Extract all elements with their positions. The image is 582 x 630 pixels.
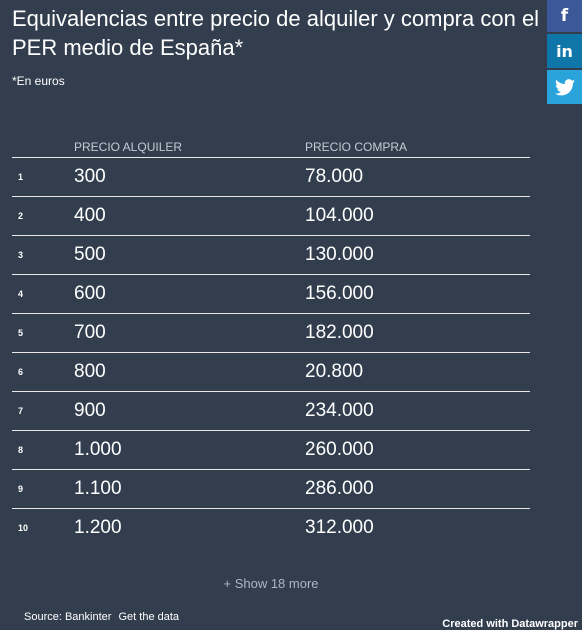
chart-title: Equivalencias entre precio de alquiler y… [12,6,540,60]
table-row: 9 1.100 286.000 [12,470,530,509]
table-row: 10 1.200 312.000 [12,509,530,547]
precio-compra-cell: 20.800 [305,361,364,382]
twitter-bird-icon [554,78,575,95]
table-row: 1 300 78.000 [12,158,530,197]
table-row: 7 900 234.000 [12,392,530,431]
precio-compra-cell: 260.000 [305,439,374,460]
precio-alquiler-cell: 1.100 [74,478,122,499]
precio-compra-cell: 104.000 [305,205,374,226]
precio-compra-cell: 286.000 [305,478,374,499]
precio-compra-cell: 156.000 [305,283,374,304]
table-row: 2 400 104.000 [12,197,530,236]
precio-alquiler-cell: 1.200 [74,517,122,538]
chart-subtitle: *En euros [12,74,65,88]
source-label: Source: Bankinter [24,611,112,623]
precio-compra-cell: 78.000 [305,166,364,187]
get-the-data-link[interactable]: Get the data [118,611,180,623]
row-index: 9 [18,484,24,494]
row-index: 4 [18,289,24,299]
precio-alquiler-cell: 900 [74,400,106,421]
row-index: 1 [18,172,24,182]
precio-compra-cell: 234.000 [305,400,374,421]
precio-alquiler-cell: 400 [74,205,106,226]
precio-compra-cell: 182.000 [305,322,374,343]
row-index: 6 [18,367,24,377]
facebook-share-button[interactable]: f [547,0,582,32]
show-more-button[interactable]: + Show 18 more [223,576,319,591]
linkedin-icon: in [556,41,573,61]
table-row: 5 700 182.000 [12,314,530,353]
column-header-precio-compra: PRECIO COMPRA [305,140,408,154]
precio-alquiler-cell: 800 [74,361,106,382]
precio-compra-cell: 312.000 [305,517,374,538]
table-row: 6 800 20.800 [12,353,530,392]
precio-alquiler-cell: 700 [74,322,106,343]
row-index: 8 [18,445,24,455]
table-row: 8 1.000 260.000 [12,431,530,470]
row-index: 7 [18,406,24,416]
row-index: 5 [18,328,24,338]
facebook-icon: f [560,6,569,26]
datawrapper-credit-link[interactable]: Created with Datawrapper [442,618,578,630]
table-header: PRECIO ALQUILER PRECIO COMPRA [12,137,530,158]
social-share-bar: f in [547,0,582,106]
precio-alquiler-cell: 1.000 [74,439,122,460]
twitter-share-button[interactable] [547,70,582,104]
precio-alquiler-cell: 600 [74,283,106,304]
precio-alquiler-cell: 300 [74,166,106,187]
table-row: 4 600 156.000 [12,275,530,314]
row-index: 2 [18,211,24,221]
data-table: PRECIO ALQUILER PRECIO COMPRA 1 300 78.0… [12,137,530,547]
precio-alquiler-cell: 500 [74,244,106,265]
column-header-precio-alquiler: PRECIO ALQUILER [74,140,183,154]
source-line: Source: Bankinter Get the data [24,611,179,623]
linkedin-share-button[interactable]: in [547,34,582,68]
table-row: 3 500 130.000 [12,236,530,275]
precio-compra-cell: 130.000 [305,244,374,265]
row-index: 3 [18,250,24,260]
row-index: 10 [18,523,29,533]
